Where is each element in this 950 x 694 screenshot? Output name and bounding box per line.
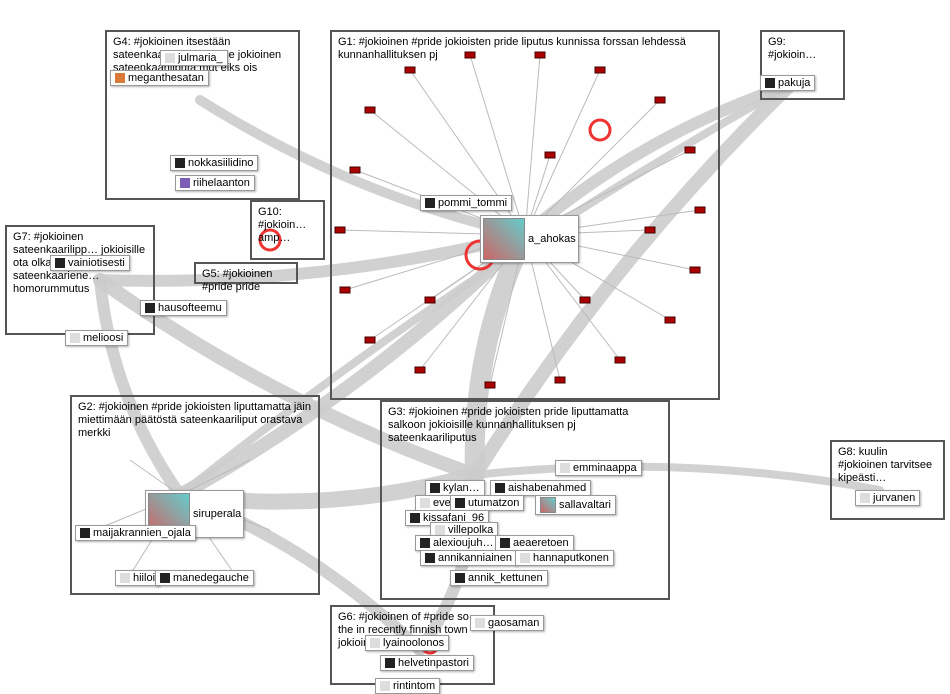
user-node[interactable]: annikanniainen	[420, 550, 517, 566]
node-icon	[80, 528, 90, 538]
node-label-text: utumatzon	[468, 497, 519, 509]
node-label-text: siruperala	[193, 508, 241, 520]
user-node[interactable]: alexioujuh…	[415, 535, 499, 551]
node-icon	[455, 498, 465, 508]
node-icon	[115, 73, 125, 83]
node-icon	[435, 525, 445, 535]
node-icon	[120, 573, 130, 583]
group-title: G3: #jokioinen #pride jokioisten pride l…	[388, 406, 662, 445]
user-node[interactable]: vainiotisesti	[50, 255, 130, 271]
node-label-text: gaosaman	[488, 617, 539, 629]
node-label-text: nokkasiilidino	[188, 157, 253, 169]
user-node[interactable]: emminaappa	[555, 460, 642, 476]
node-label-text: hannaputkonen	[533, 552, 609, 564]
node-label-text: melioosi	[83, 332, 123, 344]
node-icon	[495, 483, 505, 493]
node-icon	[160, 573, 170, 583]
group-title: G8: kuulin #jokioinen tarvitsee kipeästi…	[838, 446, 937, 485]
node-icon	[430, 483, 440, 493]
user-node[interactable]: utumatzon	[450, 495, 524, 511]
user-node[interactable]: meganthesatan	[110, 70, 209, 86]
group-g10: G10: #jokioin…amp…	[250, 200, 325, 260]
node-label-text: julmaria_	[178, 52, 223, 64]
node-icon	[860, 493, 870, 503]
user-node[interactable]: julmaria_	[160, 50, 228, 66]
user-node[interactable]: hausofteemu	[140, 300, 227, 316]
group-g7: G7: #jokioinen sateenkaarilipp… jokioisi…	[5, 225, 155, 335]
node-label-text: alexioujuh…	[433, 537, 494, 549]
node-icon	[420, 538, 430, 548]
user-node[interactable]: sallavaltari	[535, 495, 616, 515]
group-title: G5: #jokioinen #pride pride	[202, 268, 290, 294]
node-label-text: jurvanen	[873, 492, 915, 504]
node-label-text: pommi_tommi	[438, 197, 507, 209]
group-title: G2: #jokioinen #pride jokioisten liputta…	[78, 401, 312, 440]
user-node[interactable]: hannaputkonen	[515, 550, 614, 566]
user-node[interactable]: maijakrannien_ojala	[75, 525, 196, 541]
node-icon	[455, 573, 465, 583]
node-label-text: hausofteemu	[158, 302, 222, 314]
node-icon	[420, 498, 430, 508]
user-node[interactable]: nokkasiilidino	[170, 155, 258, 171]
node-label-text: annikanniainen	[438, 552, 512, 564]
avatar-icon	[540, 497, 556, 513]
user-node[interactable]: manedegauche	[155, 570, 254, 586]
node-label-text: emminaappa	[573, 462, 637, 474]
user-node[interactable]: kylan…	[425, 480, 485, 496]
node-label-text: aishabenahmed	[508, 482, 586, 494]
user-node[interactable]: gaosaman	[470, 615, 544, 631]
node-label-text: sallavaltari	[559, 499, 611, 511]
group-title: G1: #jokioinen #pride jokioisten pride l…	[338, 36, 712, 62]
node-icon	[165, 53, 175, 63]
node-icon	[385, 658, 395, 668]
group-title: G10: #jokioin…amp…	[258, 206, 317, 245]
node-icon	[70, 333, 80, 343]
node-icon	[500, 538, 510, 548]
node-icon	[425, 198, 435, 208]
node-icon	[475, 618, 485, 628]
user-node[interactable]: rintintom	[375, 678, 440, 694]
user-node[interactable]: lyainoolonos	[365, 635, 449, 651]
user-node[interactable]: helvetinpastori	[380, 655, 474, 671]
user-node[interactable]: melioosi	[65, 330, 128, 346]
node-label-text: riihelaanton	[193, 177, 250, 189]
node-label-text: maijakrannien_ojala	[93, 527, 191, 539]
node-icon	[180, 178, 190, 188]
node-icon	[175, 158, 185, 168]
node-label-text: rintintom	[393, 680, 435, 692]
user-node[interactable]: annik_kettunen	[450, 570, 548, 586]
node-icon	[410, 513, 420, 523]
avatar-icon	[483, 218, 525, 260]
node-label-text: manedegauche	[173, 572, 249, 584]
user-node[interactable]: aeaeretoen	[495, 535, 574, 551]
user-node[interactable]: aishabenahmed	[490, 480, 591, 496]
group-title: G9: #jokioin…	[768, 36, 837, 62]
user-node[interactable]: jurvanen	[855, 490, 920, 506]
node-icon	[425, 553, 435, 563]
node-label-text: meganthesatan	[128, 72, 204, 84]
node-icon	[380, 681, 390, 691]
node-label-text: vainiotisesti	[68, 257, 125, 269]
group-g5: G5: #jokioinen #pride pride	[194, 262, 298, 284]
node-icon	[520, 553, 530, 563]
node-icon	[145, 303, 155, 313]
node-icon	[370, 638, 380, 648]
user-node[interactable]: riihelaanton	[175, 175, 255, 191]
node-label-text: a_ahokas	[528, 233, 576, 245]
user-node[interactable]: pommi_tommi	[420, 195, 512, 211]
node-icon	[55, 258, 65, 268]
node-label-text: annik_kettunen	[468, 572, 543, 584]
user-node[interactable]: a_ahokas	[480, 215, 579, 263]
node-label-text: helvetinpastori	[398, 657, 469, 669]
node-icon	[765, 78, 775, 88]
node-label-text: hiiloi	[133, 572, 155, 584]
user-node[interactable]: pakuja	[760, 75, 815, 91]
user-node[interactable]: hiiloi	[115, 570, 160, 586]
node-label-text: kylan…	[443, 482, 480, 494]
node-label-text: pakuja	[778, 77, 810, 89]
node-label-text: aeaeretoen	[513, 537, 569, 549]
group-g8: G8: kuulin #jokioinen tarvitsee kipeästi…	[830, 440, 945, 520]
node-icon	[560, 463, 570, 473]
node-label-text: lyainoolonos	[383, 637, 444, 649]
